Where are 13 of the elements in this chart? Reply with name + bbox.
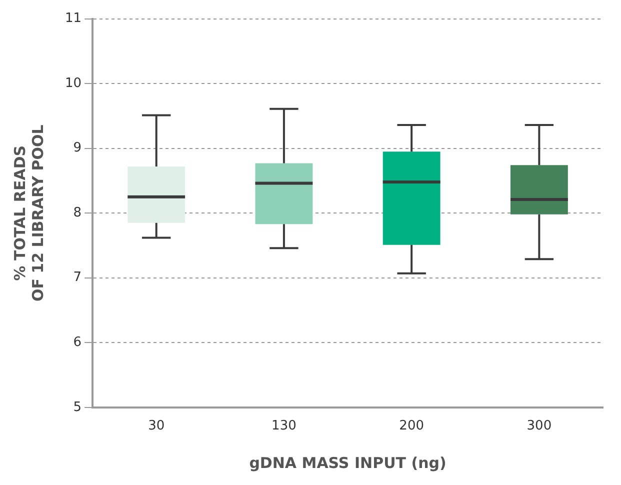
y-tick-label: 6 xyxy=(73,335,82,350)
y-tick-label: 5 xyxy=(73,400,82,415)
y-tick-label: 7 xyxy=(73,270,82,286)
y-tick-label: 11 xyxy=(64,11,82,26)
x-tick-label: 300 xyxy=(526,418,552,434)
x-tick-label: 200 xyxy=(399,418,424,434)
y-tick-label: 8 xyxy=(73,205,82,220)
x-tick-label: 30 xyxy=(148,418,165,434)
y-tick-label: 10 xyxy=(64,76,82,91)
x-tick-label: 130 xyxy=(272,418,296,434)
x-axis-title: gDNA MASS INPUT (ng) xyxy=(249,454,446,472)
y-tick-label: 9 xyxy=(73,140,82,156)
y-axis-title: % TOTAL READS OF 12 LIBRARY POOL xyxy=(10,124,47,302)
